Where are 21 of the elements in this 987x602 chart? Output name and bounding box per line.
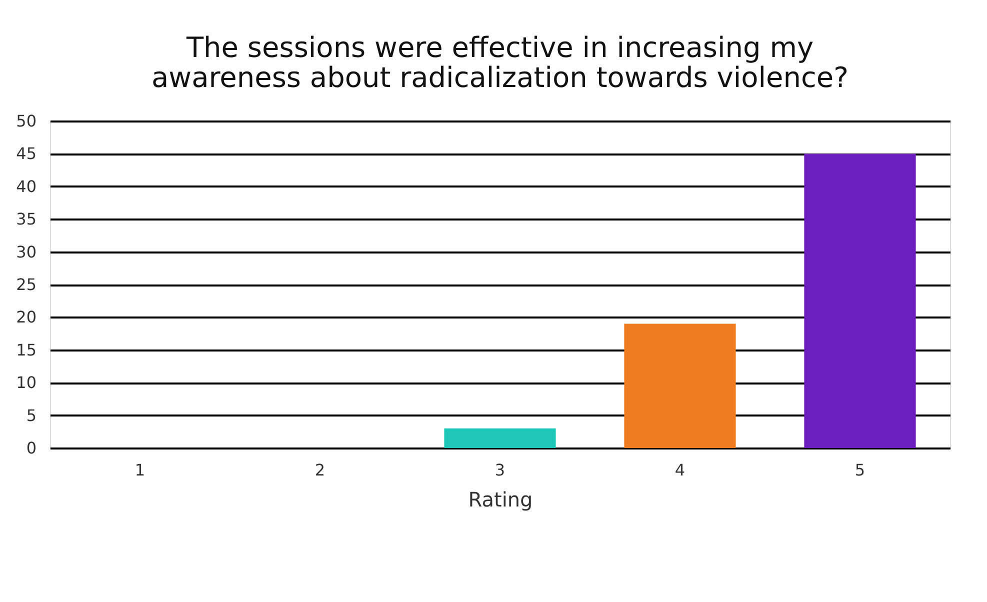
y-tick-label: 30 [16,242,36,262]
bar [624,324,736,448]
y-tick-label: 5 [26,406,36,425]
x-tick-label: 4 [674,460,686,480]
y-tick-label: 20 [16,308,36,327]
y-tick-label: 50 [16,112,36,130]
x-tick-label: 5 [854,460,866,480]
y-tick-label: 0 [26,438,36,458]
x-tick-label: 2 [314,460,326,480]
y-tick-label: 35 [16,210,36,229]
x-axis-title: Rating [468,488,533,512]
bar [804,154,916,448]
y-tick-label: 15 [16,340,36,360]
y-tick-label: 45 [16,144,36,164]
y-tick-label: 40 [16,176,36,196]
bar [444,428,556,448]
x-tick-label: 3 [494,460,506,480]
x-tick-label: 1 [134,460,146,480]
y-tick-label: 25 [16,275,36,294]
chart-title: The sessions were effective in increasing my awareness about radicalization towards violence? [152,31,848,94]
y-tick-label: 10 [16,373,36,392]
